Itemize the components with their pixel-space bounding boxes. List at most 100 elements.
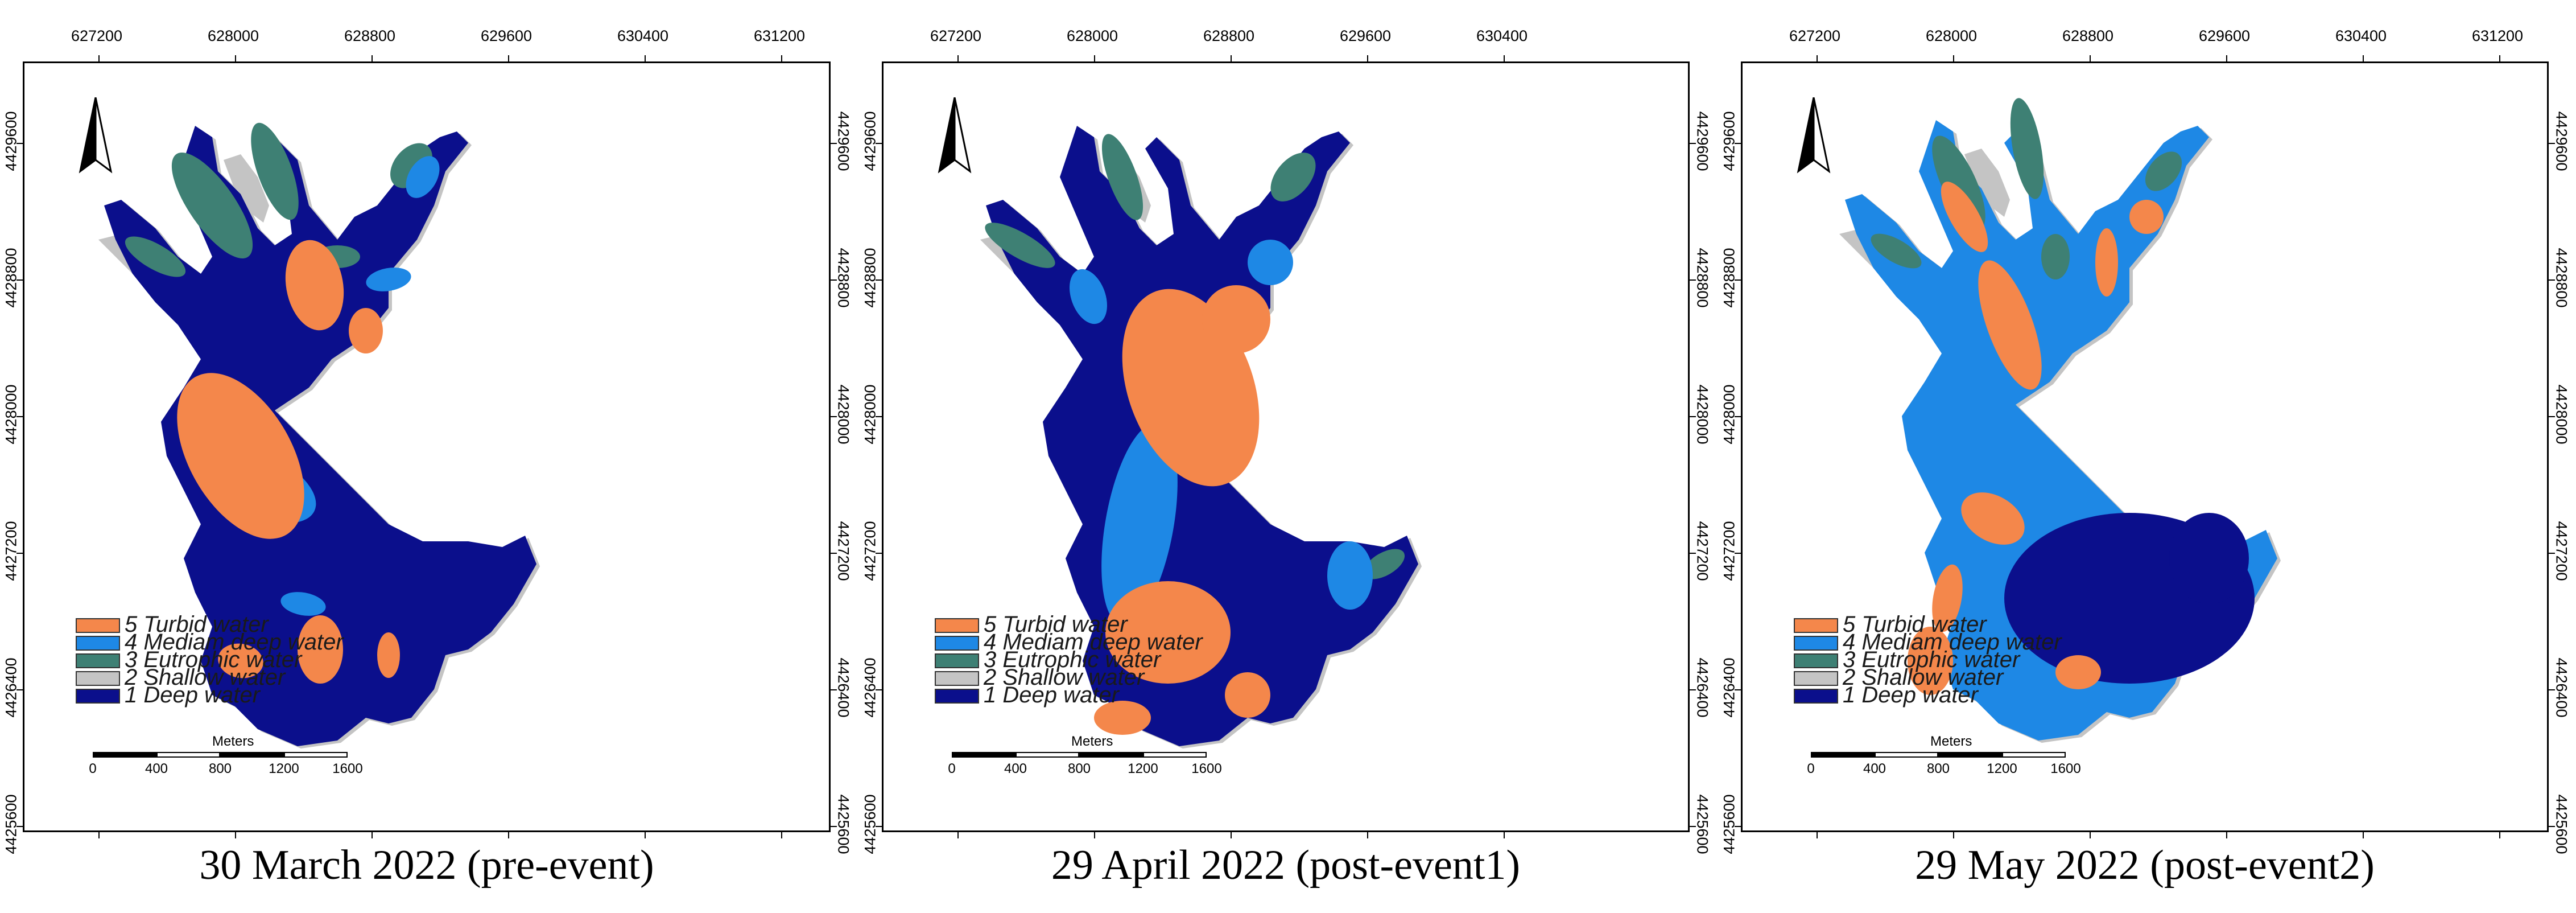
north-arrow-icon [1797, 97, 1831, 174]
x-tick-label-top: 629600 [2198, 27, 2251, 44]
x-tick-label-top: 628000 [1925, 27, 1978, 44]
x-tick-label-top: 628800 [344, 27, 396, 44]
legend-swatch [935, 653, 979, 668]
y-tick-label-right: 4429600 [835, 111, 852, 171]
scale-bar-label: 400 [1004, 761, 1027, 776]
legend-label: 2 Shallow water [125, 665, 286, 690]
map-panel: 6272006272006280006280006288006288006296… [1718, 0, 2571, 913]
x-tick-label-top: 628800 [1203, 27, 1255, 44]
x-tick-label-top: 631200 [753, 27, 806, 44]
y-tick-right [2547, 143, 2555, 144]
x-tick-bottom [645, 830, 646, 838]
legend-label: 5 Turbid water [1843, 612, 1987, 637]
y-tick-label-left: 4426400 [2, 657, 20, 718]
eutrophic-water-area [125, 122, 432, 277]
y-tick-label-right: 4426400 [1694, 657, 1711, 718]
turbid-water-area [177, 240, 400, 684]
y-tick-label-left: 4428000 [1720, 384, 1738, 445]
deep-water-area [104, 126, 536, 746]
y-tick-left [16, 143, 24, 144]
scale-bar-title: Meters [1930, 734, 1972, 749]
medium-deep-water-area [1070, 240, 1373, 626]
legend-label: 1 Deep water [1843, 682, 1978, 708]
scale-bar-segment [93, 752, 156, 758]
legend-swatch [76, 671, 120, 686]
map-frame: 5 Turbid water 4 Mediam deep water 3 Eutro… [16, 55, 837, 838]
legend-swatch [935, 689, 979, 704]
x-tick-top [957, 55, 959, 63]
y-tick-label-right: 4428000 [1694, 384, 1711, 445]
scale-bar-label: 0 [89, 761, 97, 776]
scale-bar-segment [1875, 752, 1938, 758]
x-tick-top [645, 55, 646, 63]
y-tick-left [16, 826, 24, 827]
legend-swatch [935, 618, 979, 633]
x-tick-label-top: 627200 [930, 27, 982, 44]
scale-bar-segment [220, 752, 284, 758]
scale-bar-label: 1600 [2050, 761, 2081, 776]
y-tick-left [876, 826, 884, 827]
scale-bar-label: 800 [1067, 761, 1091, 776]
y-tick-left [1735, 416, 1743, 417]
scale-bar-segment [284, 752, 348, 758]
x-tick-bottom [1953, 830, 1954, 838]
legend-label: 2 Shallow water [1843, 665, 2004, 690]
x-tick-top [98, 55, 100, 63]
x-tick-top [1094, 55, 1095, 63]
y-tick-left [1735, 826, 1743, 827]
scale-bar-label: 1200 [269, 761, 299, 776]
x-tick-bottom [371, 830, 373, 838]
reservoir-classification-map [1839, 98, 2281, 743]
x-tick-bottom [508, 830, 509, 838]
y-tick-label-right: 4427200 [1694, 521, 1711, 581]
y-tick-label-right: 4428000 [2553, 384, 2570, 445]
reservoir-classification-map [98, 122, 540, 749]
scale-bar-label: 1200 [1128, 761, 1158, 776]
x-tick-top [1953, 55, 1954, 63]
x-tick-bottom [1504, 830, 1505, 838]
x-tick-top [1504, 55, 1505, 63]
y-tick-right [1688, 689, 1696, 690]
x-tick-label-top: 630400 [1476, 27, 1528, 44]
legend-swatch [76, 618, 120, 633]
x-tick-label-top: 631200 [2471, 27, 2524, 44]
legend-label: 1 Deep water [984, 682, 1119, 708]
scale-bar-label: 1600 [332, 761, 363, 776]
x-tick-label-top: 629600 [1339, 27, 1392, 44]
x-tick-top [781, 55, 782, 63]
y-tick-right [829, 689, 837, 690]
scale-bar-label: 0 [948, 761, 956, 776]
panel-caption: 29 April 2022 (post-event1) [1051, 842, 1521, 889]
y-tick-label-right: 4429600 [2553, 111, 2570, 171]
scale-bar-title: Meters [212, 734, 254, 749]
x-tick-bottom [957, 830, 959, 838]
legend-swatch [1794, 671, 1838, 686]
y-tick-label-left: 4428000 [2, 384, 20, 445]
legend-swatch [76, 653, 120, 668]
x-tick-label-top: 629600 [480, 27, 532, 44]
scale-bar-label: 1200 [1987, 761, 2017, 776]
x-tick-top [1367, 55, 1368, 63]
map-frame: 5 Turbid water 4 Mediam deep water 3 Eutro… [876, 55, 1696, 838]
x-tick-bottom [1231, 830, 1232, 838]
scale-bar-label: 800 [1926, 761, 1950, 776]
legend-label: 1 Deep water [125, 682, 260, 708]
legend-label: 4 Mediam deep water [1843, 630, 2062, 655]
x-tick-top [235, 55, 236, 63]
scale-bar-label: 400 [1863, 761, 1886, 776]
legend-label: 4 Mediam deep water [125, 630, 344, 655]
y-tick-label-right: 4427200 [2553, 521, 2570, 581]
y-tick-right [829, 826, 837, 827]
y-tick-label-left: 4427200 [1720, 521, 1738, 581]
eutrophic-water-area [985, 134, 1405, 579]
y-tick-right [2547, 416, 2555, 417]
y-tick-right [2547, 553, 2555, 554]
legend-swatch [76, 636, 120, 651]
x-tick-top [2363, 55, 2364, 63]
legend-label: 5 Turbid water [984, 612, 1128, 637]
legend-swatch [1794, 618, 1838, 633]
y-tick-label-right: 4428800 [1694, 248, 1711, 308]
y-tick-left [876, 143, 884, 144]
y-tick-right [1688, 143, 1696, 144]
y-tick-right [2547, 279, 2555, 281]
